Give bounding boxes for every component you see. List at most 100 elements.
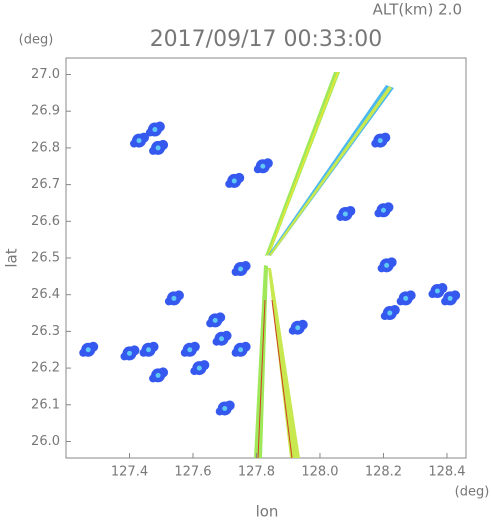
echo-core	[238, 347, 244, 353]
y-tick-label: 26.0	[31, 434, 60, 449]
echo-part	[240, 341, 251, 352]
x-tick-label: 127.4	[111, 465, 148, 480]
y-unit: (deg)	[19, 33, 54, 48]
echo-core	[187, 347, 193, 353]
echo-part	[374, 209, 383, 218]
echo-part	[164, 297, 173, 306]
echo-core	[238, 266, 244, 272]
echo-core	[155, 145, 161, 151]
echo-core	[85, 347, 91, 353]
echo-core	[126, 350, 132, 356]
echo-part	[88, 341, 99, 352]
x-tick-label: 128.2	[365, 465, 402, 480]
echo-part	[405, 290, 416, 301]
echo-part	[158, 367, 169, 378]
echo-blob	[231, 261, 251, 277]
echo-part	[380, 312, 389, 321]
echo-part	[149, 374, 158, 383]
echo-blob	[380, 305, 400, 321]
echo-blob	[120, 345, 140, 361]
echo-part	[139, 348, 148, 357]
x-tick-label: 128.4	[428, 465, 465, 480]
echo-blob	[371, 132, 391, 148]
echo-blob	[253, 158, 273, 174]
echo-core	[380, 207, 386, 213]
echo-part	[224, 400, 235, 411]
chart-title: 2017/09/17 00:33:00	[150, 27, 383, 52]
echo-part	[336, 212, 345, 221]
echo-blob	[374, 202, 394, 218]
y-tick-label: 26.3	[31, 324, 60, 339]
echo-core	[377, 138, 383, 144]
plot-frame	[65, 57, 467, 459]
echo-core	[295, 325, 301, 331]
echo-part	[130, 139, 139, 148]
echo-part	[240, 261, 251, 272]
echo-part	[206, 319, 215, 328]
x-unit: (deg)	[455, 485, 490, 500]
echo-core	[219, 336, 225, 342]
echo-part	[199, 360, 210, 371]
x-tick-label: 128.0	[301, 465, 338, 480]
echo-part	[450, 290, 461, 301]
echo-part	[221, 330, 232, 341]
echo-part	[215, 407, 224, 416]
echo-part	[154, 121, 165, 132]
echo-part	[231, 268, 240, 277]
echo-part	[262, 158, 273, 169]
radar-beams	[254, 72, 394, 459]
echo-core	[155, 372, 161, 378]
y-axis-label: lat	[3, 248, 21, 267]
echo-part	[139, 132, 150, 143]
echo-part	[149, 146, 158, 155]
echo-part	[79, 348, 88, 357]
echo-blob	[288, 319, 308, 335]
echo-blob	[441, 290, 461, 306]
echo-blob	[215, 400, 235, 416]
echo-part	[441, 297, 450, 306]
echo-blob	[145, 121, 165, 137]
echo-core	[212, 317, 218, 323]
y-tick-label: 26.7	[31, 177, 60, 192]
echo-blob	[428, 283, 448, 299]
x-tick-label: 127.8	[238, 465, 275, 480]
echo-blob	[231, 341, 251, 357]
x-axis-label: lon	[256, 503, 279, 521]
echo-part	[120, 352, 129, 361]
echo-core	[146, 347, 152, 353]
echo-blob	[212, 330, 232, 346]
y-tick-label: 26.1	[31, 397, 60, 412]
echo-core	[136, 138, 142, 144]
echo-core	[384, 262, 390, 268]
echo-core	[342, 211, 348, 217]
echo-part	[386, 257, 397, 268]
echo-part	[253, 165, 262, 174]
echo-core	[434, 288, 440, 294]
echo-part	[158, 139, 169, 150]
echo-part	[190, 367, 199, 376]
echo-part	[234, 172, 245, 183]
altitude-label: ALT(km) 2.0	[373, 1, 462, 19]
y-tick-label: 27.0	[31, 67, 60, 82]
echo-part	[371, 139, 380, 148]
echo-part	[129, 345, 140, 356]
echo-blob	[180, 341, 200, 357]
echo-blob	[396, 290, 416, 306]
echo-part	[297, 319, 308, 330]
echo-part	[225, 179, 234, 188]
echo-core	[403, 295, 409, 301]
echo-blob	[190, 360, 210, 376]
echo-core	[222, 405, 228, 411]
y-tick-label: 26.8	[31, 140, 60, 155]
echo-blob	[206, 312, 226, 328]
echo-part	[389, 305, 400, 316]
echo-part	[215, 312, 226, 323]
x-tick-label: 127.6	[174, 465, 211, 480]
echo-part	[173, 290, 184, 301]
echo-part	[380, 132, 391, 143]
echo-part	[377, 264, 386, 273]
y-tick-label: 26.9	[31, 104, 60, 119]
echo-blob	[79, 341, 99, 357]
echo-part	[180, 348, 189, 357]
